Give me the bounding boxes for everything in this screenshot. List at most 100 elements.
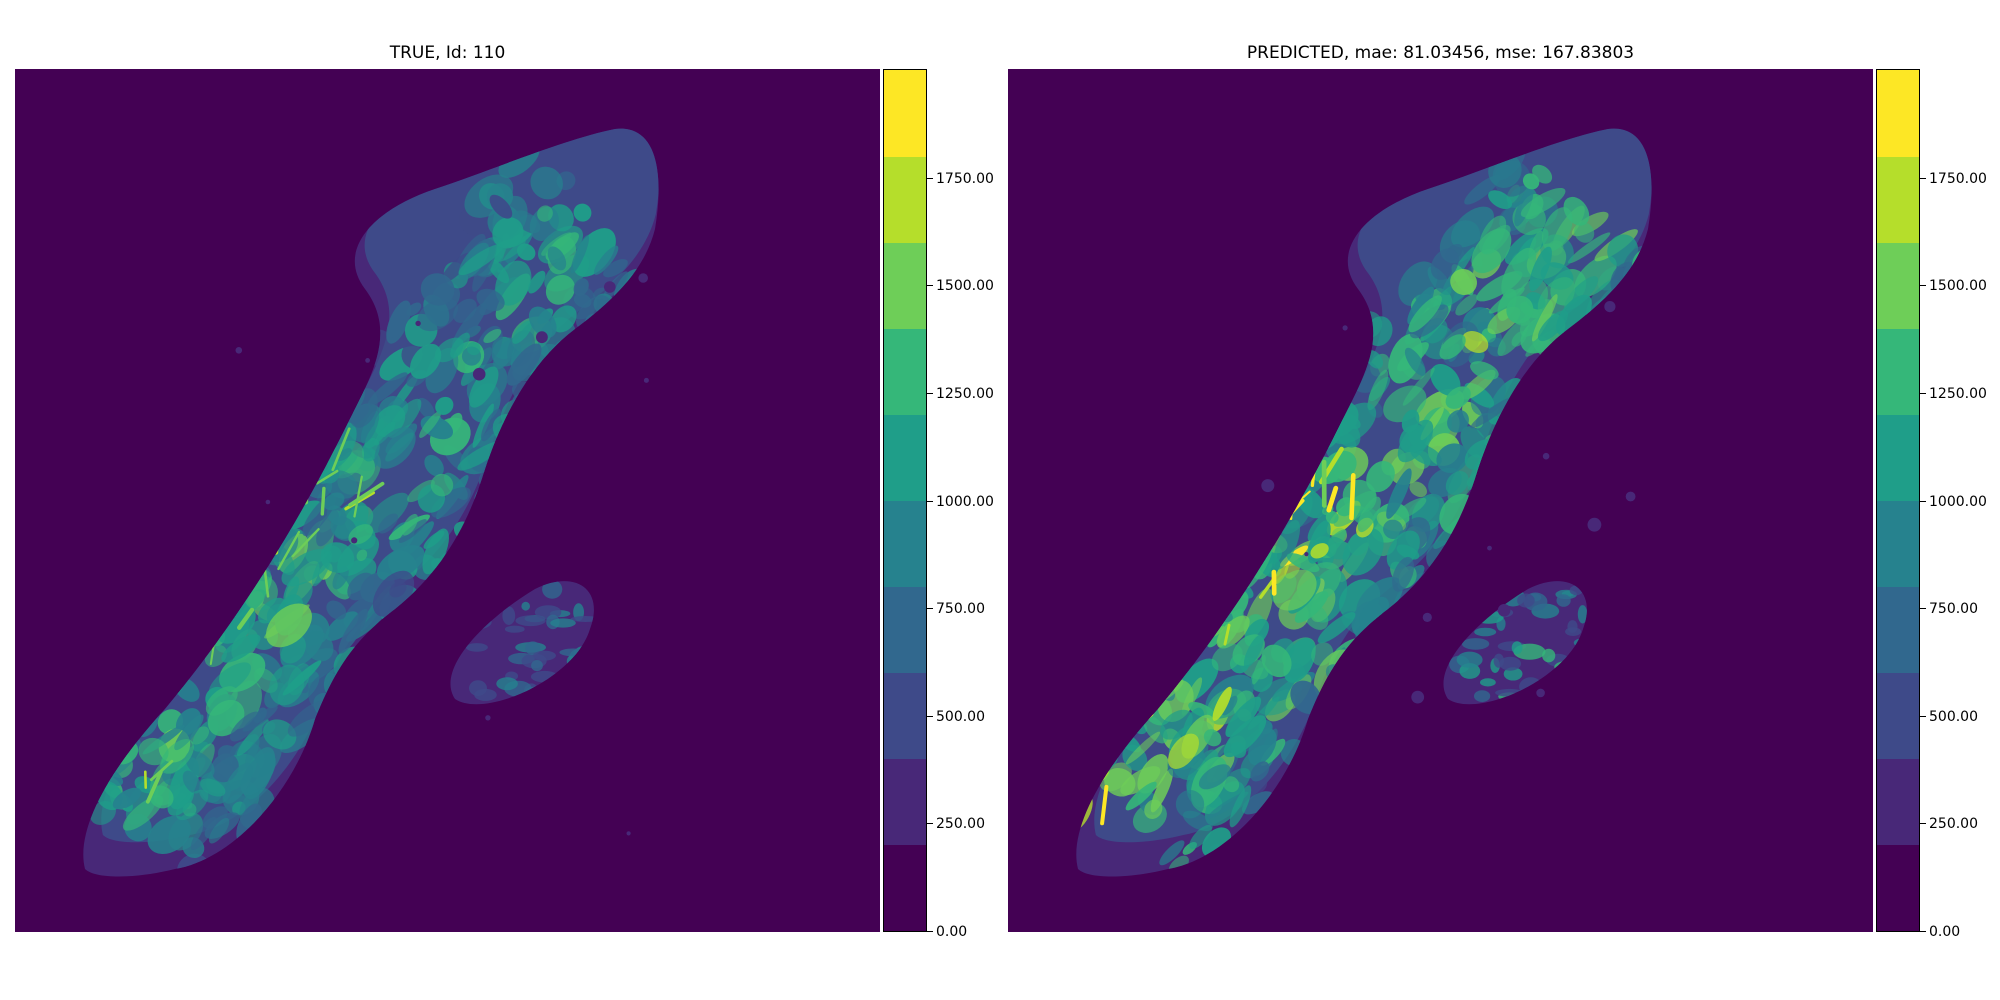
- terrain-patch: [594, 245, 619, 275]
- colorbar-tick-label: 1000.00: [936, 493, 994, 510]
- colorbar-segment: [884, 328, 926, 415]
- terrain-patch: [502, 606, 516, 625]
- terrain-patch: [1367, 369, 1389, 411]
- terrain-patch: [417, 297, 458, 332]
- islet: [1342, 325, 1348, 331]
- terrain-patch: [527, 270, 546, 294]
- terrain-patch: [236, 803, 263, 844]
- islet: [1625, 491, 1636, 502]
- terrain-patch: [1470, 396, 1515, 429]
- terrain-patch: [1520, 187, 1566, 218]
- terrain-patch: [1272, 569, 1317, 611]
- terrain-patch: [182, 770, 202, 794]
- terrain-patch: [476, 288, 505, 312]
- terrain-patch: [149, 785, 174, 809]
- terrain-patch: [1198, 764, 1231, 790]
- terrain-patch: [1577, 605, 1588, 624]
- ridge-streak: [315, 469, 339, 485]
- terrain-patch: [409, 343, 442, 379]
- colorbar-tick-label: 0.00: [1929, 924, 1961, 940]
- terrain-patch: [304, 630, 334, 662]
- colorbar-segment: [884, 414, 926, 501]
- terrain-patch: [1283, 637, 1316, 683]
- ridge-streak: [1223, 623, 1231, 646]
- ridge-streak: [149, 759, 174, 782]
- terrain-patch: [1474, 690, 1491, 702]
- terrain-patch: [542, 579, 563, 599]
- terrain-patch: [1404, 347, 1426, 376]
- islet: [638, 273, 648, 283]
- terrain-patch: [338, 608, 368, 654]
- terrain-patch: [386, 300, 411, 344]
- terrain-patch: [537, 205, 553, 222]
- terrain-patch: [420, 273, 455, 306]
- colorbar-tick-label: 500.00: [1929, 708, 1978, 725]
- terrain-patch: [1104, 768, 1136, 797]
- terrain-patch: [468, 366, 499, 408]
- terrain-patch: [465, 643, 488, 652]
- islet: [472, 367, 486, 381]
- terrain-patch: [1541, 207, 1573, 252]
- true-map-title: TRUE, Id: 110: [389, 43, 506, 63]
- colorbar-tick-label: 1500.00: [1929, 278, 1987, 295]
- terrain-patch: [347, 572, 375, 601]
- terrain-patch: [324, 470, 358, 499]
- terrain-patch: [1392, 556, 1415, 592]
- colorbar-segment: [1877, 242, 1919, 329]
- islet: [1422, 612, 1432, 623]
- terrain-patch: [1499, 656, 1521, 671]
- islet: [626, 831, 631, 836]
- ridge-streak: [145, 770, 163, 804]
- terrain-patch: [1450, 268, 1478, 296]
- colorbar-tick: [1920, 715, 1926, 717]
- terrain-patch: [1250, 761, 1270, 782]
- terrain-patch: [1160, 709, 1193, 740]
- terrain-patch: [1565, 627, 1582, 636]
- colorbar-tick-label: 1750.00: [936, 170, 994, 187]
- ridge-streak: [331, 427, 351, 472]
- true-colorbar: [883, 69, 927, 932]
- islet: [235, 347, 243, 354]
- terrain-patch: [466, 342, 481, 356]
- colorbar-tick: [927, 608, 933, 610]
- terrain-patch: [1397, 419, 1434, 463]
- colorbar-tick-label: 250.00: [936, 816, 985, 833]
- colorbar-segment: [884, 500, 926, 588]
- terrain-patch: [325, 422, 357, 469]
- terrain-patch: [1317, 612, 1356, 644]
- terrain-patch: [1408, 295, 1442, 333]
- terrain-patch: [221, 634, 261, 663]
- colorbar-segment: [884, 586, 926, 674]
- ridge-streak: [277, 530, 301, 571]
- ridge-streak: [320, 486, 326, 516]
- terrain-patch: [266, 603, 312, 648]
- terrain-patch: [112, 787, 142, 810]
- colorbar-segment: [1877, 844, 1919, 932]
- terrain-patch: [1137, 754, 1169, 794]
- ridge-streak: [1326, 485, 1339, 513]
- terrain-patch: [423, 530, 445, 549]
- terrain-patch: [1333, 490, 1376, 527]
- terrain-patch: [547, 246, 567, 271]
- terrain-patch: [1455, 294, 1478, 316]
- terrain-patch: [1464, 175, 1500, 205]
- terrain-patch: [1522, 173, 1540, 190]
- terrain-patch: [387, 398, 422, 438]
- islet: [604, 281, 616, 293]
- terrain-patch: [1528, 230, 1544, 260]
- terrain-patch: [1511, 331, 1527, 347]
- terrain-patch: [1537, 310, 1569, 342]
- terrain-patch: [1221, 695, 1238, 716]
- terrain-patch: [1514, 187, 1534, 227]
- terrain-patch: [573, 278, 589, 297]
- colorbar-tick-label: 500.00: [936, 708, 985, 725]
- terrain-patch: [1366, 461, 1395, 493]
- colorbar-tick: [927, 715, 933, 717]
- terrain-patch: [378, 513, 399, 534]
- terrain-patch: [1481, 224, 1511, 255]
- terrain-patch: [1556, 594, 1571, 607]
- terrain-patch: [360, 410, 380, 444]
- terrain-patch: [530, 166, 563, 200]
- colorbar-segment: [884, 844, 926, 932]
- colorbar-tick-label: 750.00: [1929, 601, 1978, 618]
